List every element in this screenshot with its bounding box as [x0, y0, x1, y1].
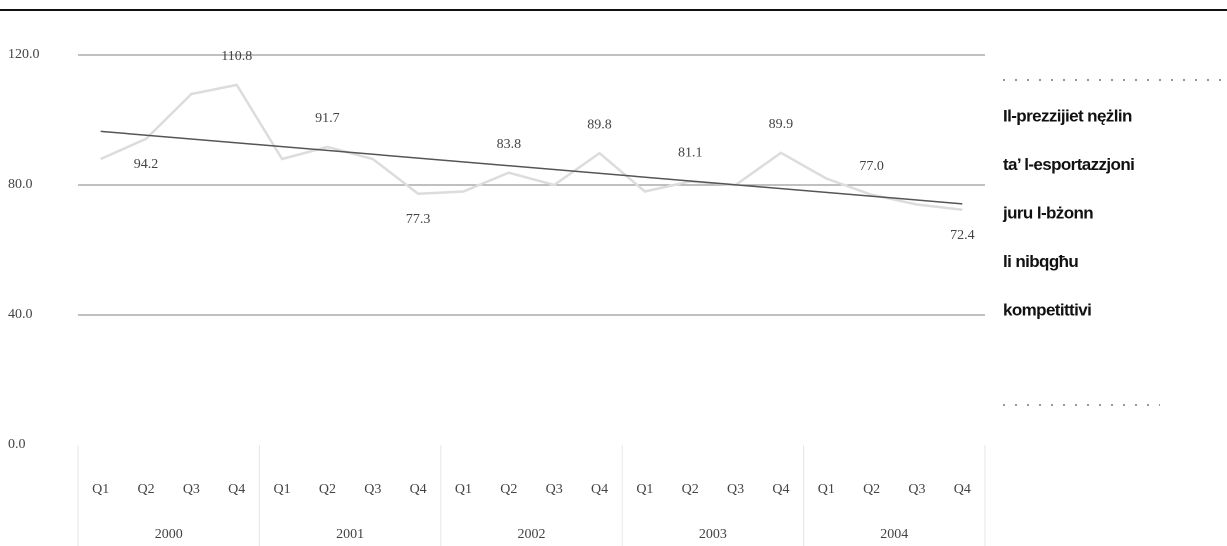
sidebar-text: juru l-bżonn: [1002, 203, 1093, 222]
group-label: 2003: [699, 527, 727, 542]
trend-line: [100, 130, 963, 205]
data-label: 72.4: [950, 228, 975, 243]
data-label: 83.8: [497, 137, 522, 152]
group-label: 2001: [336, 527, 364, 542]
sidebar-text: li nibqgħu: [1003, 252, 1078, 271]
data-label: 81.1: [678, 146, 703, 161]
x-tick-label: Q4: [410, 482, 427, 497]
y-tick-label: 120.0: [8, 47, 40, 62]
x-tick-label: Q3: [727, 482, 744, 497]
x-tick-label: Q3: [364, 482, 381, 497]
x-tick-label: Q1: [636, 482, 653, 497]
data-label: 110.8: [221, 49, 252, 64]
data-label: 89.9: [769, 117, 794, 132]
data-line: [100, 83, 963, 211]
x-tick-label: Q4: [591, 482, 608, 497]
sidebar-text: kompetittivi: [1003, 300, 1091, 319]
sidebar-text: Il-prezzijiet nężlin: [1003, 106, 1132, 125]
x-tick-label: Q4: [954, 482, 971, 497]
x-tick-label: Q1: [274, 482, 291, 497]
group-label: 2002: [518, 527, 546, 542]
data-label: 91.7: [315, 111, 340, 126]
x-tick-label: Q1: [455, 482, 472, 497]
x-tick-label: Q3: [908, 482, 925, 497]
x-tick-label: Q2: [137, 482, 154, 497]
data-label: 77.0: [859, 159, 884, 174]
x-tick-label: Q4: [228, 482, 245, 497]
group-label: 2000: [155, 527, 183, 542]
x-tick-label: Q1: [92, 482, 109, 497]
group-label: 2004: [880, 527, 908, 542]
y-tick-label: 0.0: [8, 437, 26, 452]
y-tick-label: 80.0: [8, 177, 33, 192]
sidebar-text: ta’ l-esportazzjoni: [1003, 155, 1134, 174]
data-label: 89.8: [587, 117, 612, 132]
x-tick-label: Q2: [319, 482, 336, 497]
data-label: 94.2: [134, 157, 159, 172]
x-tick-label: Q1: [818, 482, 835, 497]
x-tick-label: Q2: [500, 482, 517, 497]
x-tick-label: Q4: [772, 482, 789, 497]
x-tick-label: Q3: [183, 482, 200, 497]
data-label: 77.3: [406, 212, 431, 227]
x-tick-label: Q2: [682, 482, 699, 497]
x-tick-label: Q2: [863, 482, 880, 497]
x-tick-label: Q3: [546, 482, 563, 497]
y-tick-label: 40.0: [8, 307, 33, 322]
